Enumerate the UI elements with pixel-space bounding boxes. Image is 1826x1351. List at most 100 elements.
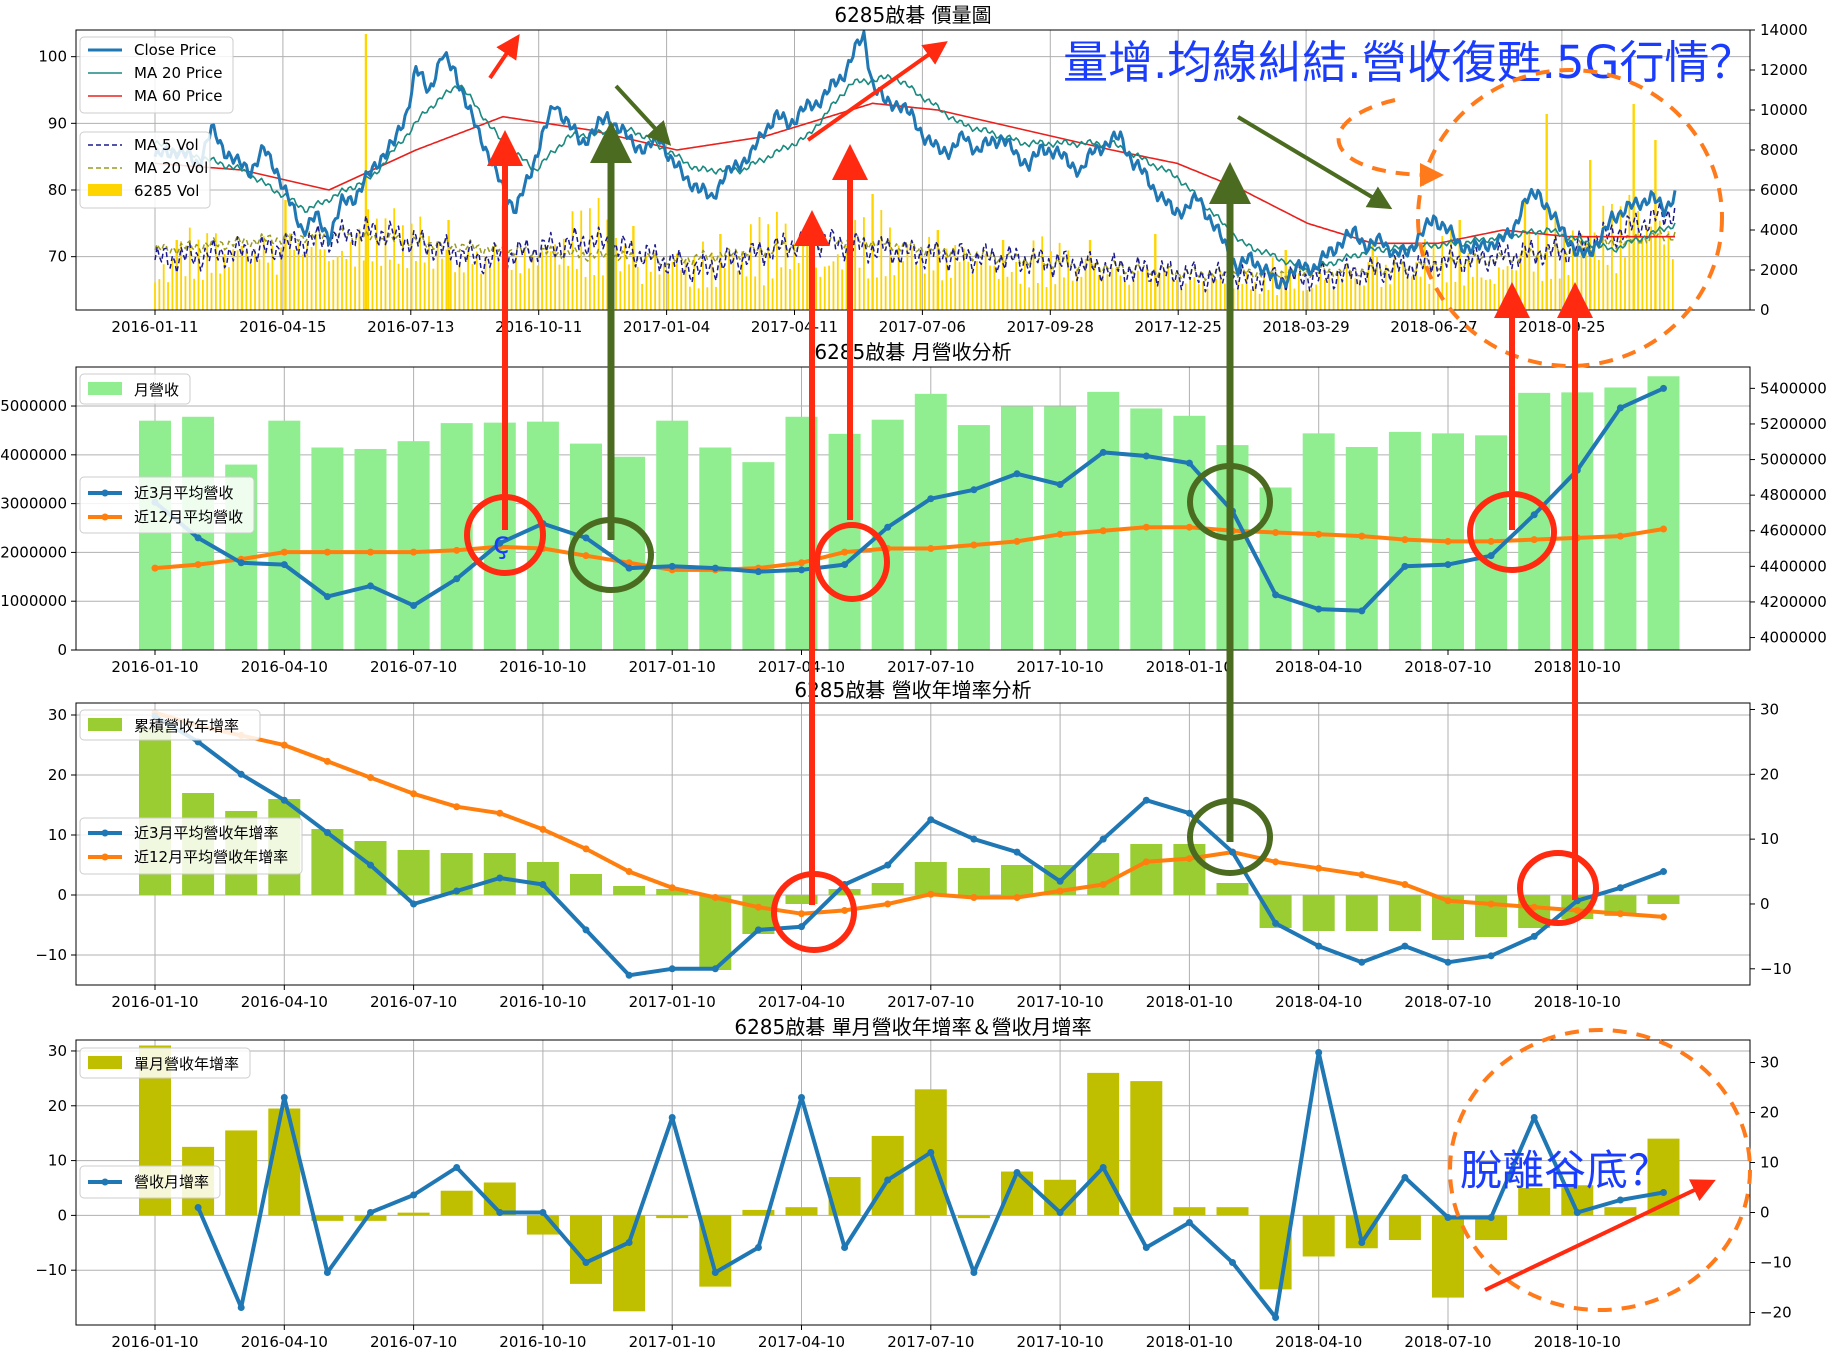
avg12-yoy-point bbox=[1616, 910, 1624, 918]
volume-bar bbox=[967, 261, 970, 310]
y-tick-label: 70 bbox=[48, 248, 67, 266]
volume-bar bbox=[310, 246, 313, 310]
mom-growth-point bbox=[1530, 1114, 1538, 1121]
x-tick-label: 2018-04-10 bbox=[1275, 993, 1362, 1011]
volume-bar bbox=[1032, 240, 1035, 310]
volume-bar bbox=[1280, 270, 1283, 310]
avg3-point bbox=[841, 561, 849, 569]
y-tick-label: 10 bbox=[48, 826, 67, 844]
volume-bar bbox=[910, 247, 913, 310]
volume-bar bbox=[1558, 278, 1561, 310]
x-tick-label: 2017-09-28 bbox=[1007, 318, 1094, 336]
x-tick-label: 2018-01-10 bbox=[1146, 658, 1233, 676]
volume-bar bbox=[1519, 253, 1522, 310]
x-tick-label: 2017-01-10 bbox=[629, 658, 716, 676]
avg3-point bbox=[1056, 480, 1064, 488]
x-tick-label: 2016-07-13 bbox=[367, 318, 454, 336]
x-tick-label: 2016-04-10 bbox=[241, 658, 328, 676]
volume-bar bbox=[1102, 274, 1104, 310]
volume-bar bbox=[1241, 284, 1244, 310]
volume-bar bbox=[1310, 288, 1313, 310]
y2-tick-label: 0 bbox=[1760, 301, 1770, 319]
avg3-point bbox=[453, 575, 461, 583]
avg12-yoy-point bbox=[754, 903, 762, 911]
volume-bar bbox=[675, 253, 678, 310]
volume-bar bbox=[419, 216, 422, 310]
mom-growth-point bbox=[668, 1114, 676, 1121]
volume-bar bbox=[447, 220, 450, 310]
avg3-revenue-line bbox=[153, 386, 1665, 613]
volume-bar bbox=[1493, 283, 1496, 310]
mom-growth-point bbox=[323, 1269, 331, 1276]
volume-bar bbox=[1619, 206, 1622, 310]
avg3-yoy-point bbox=[1056, 877, 1064, 885]
revenue-bar bbox=[1087, 391, 1120, 650]
volume-bar bbox=[1528, 232, 1531, 310]
volume-bar bbox=[301, 254, 304, 310]
y-tick-label: 0 bbox=[57, 641, 67, 659]
avg12-point bbox=[1401, 536, 1409, 544]
volume-bar bbox=[532, 255, 535, 310]
volume-bar bbox=[388, 259, 391, 310]
volume-bar bbox=[1463, 285, 1465, 310]
cumulative-yoy-bar bbox=[957, 868, 990, 895]
revenue-bar bbox=[957, 425, 990, 650]
volume-bar bbox=[1584, 242, 1587, 310]
avg3-point bbox=[1272, 591, 1280, 599]
volume-bar bbox=[197, 239, 200, 310]
volume-bar bbox=[1045, 287, 1048, 310]
volume-bar bbox=[1015, 261, 1018, 310]
volume-bar bbox=[410, 223, 413, 310]
volume-bar bbox=[1402, 261, 1405, 310]
volume-bar bbox=[188, 227, 191, 310]
volume-bar bbox=[1063, 277, 1065, 310]
revenue-bar bbox=[742, 462, 775, 650]
avg3-point bbox=[1099, 448, 1107, 456]
volume-bar bbox=[214, 233, 217, 310]
x-tick-label: 2016-10-10 bbox=[499, 993, 586, 1011]
avg3-yoy-point bbox=[1142, 796, 1150, 804]
volume-bar bbox=[793, 243, 796, 310]
volume-bar bbox=[1384, 264, 1387, 310]
volume-bar bbox=[1223, 283, 1226, 310]
volume-bar bbox=[1441, 236, 1444, 310]
volume-bar bbox=[771, 278, 774, 310]
single-month-yoy-bar bbox=[311, 1215, 344, 1221]
volume-bar bbox=[575, 268, 578, 310]
volume-bar bbox=[1506, 266, 1509, 310]
avg12-yoy-point bbox=[841, 906, 849, 914]
volume-bar bbox=[1345, 266, 1348, 310]
volume-bar bbox=[354, 266, 356, 310]
volume-bar bbox=[1271, 257, 1274, 310]
y-tick-label: −10 bbox=[35, 946, 67, 964]
single-month-yoy-bar bbox=[871, 1135, 904, 1216]
volume-bar bbox=[593, 275, 596, 310]
volume-bar bbox=[615, 237, 617, 310]
cumulative-yoy-bar bbox=[1388, 895, 1421, 931]
avg12-point bbox=[1013, 537, 1021, 545]
volume-bar bbox=[515, 256, 517, 310]
y2-tick-label: 4200000 bbox=[1760, 593, 1826, 611]
volume-bar bbox=[1389, 284, 1392, 310]
volume-bar bbox=[454, 272, 456, 310]
avg3-point bbox=[1315, 605, 1323, 613]
volume-bar bbox=[1054, 284, 1057, 310]
volume-bar bbox=[1084, 258, 1087, 310]
mom-growth-point bbox=[453, 1164, 461, 1171]
y2-tick-label: 10000 bbox=[1760, 101, 1808, 119]
revenue-bar bbox=[1001, 406, 1033, 650]
volume-bar bbox=[571, 211, 574, 310]
volume-bar bbox=[1245, 271, 1248, 310]
avg12-yoy-point bbox=[367, 774, 374, 782]
y-tick-label: −10 bbox=[35, 1261, 67, 1279]
p2-legend-lines: 近3月平均營收 近12月平均營收 bbox=[79, 476, 255, 534]
volume-bar bbox=[1563, 229, 1565, 310]
volume-bar bbox=[619, 271, 622, 310]
volume-bar bbox=[1145, 269, 1148, 310]
volume-bar bbox=[1067, 250, 1070, 310]
volume-bar bbox=[232, 249, 235, 310]
mom-growth-point bbox=[410, 1191, 418, 1199]
mom-growth-point bbox=[1272, 1314, 1280, 1321]
avg3-yoy-point bbox=[1358, 958, 1366, 966]
